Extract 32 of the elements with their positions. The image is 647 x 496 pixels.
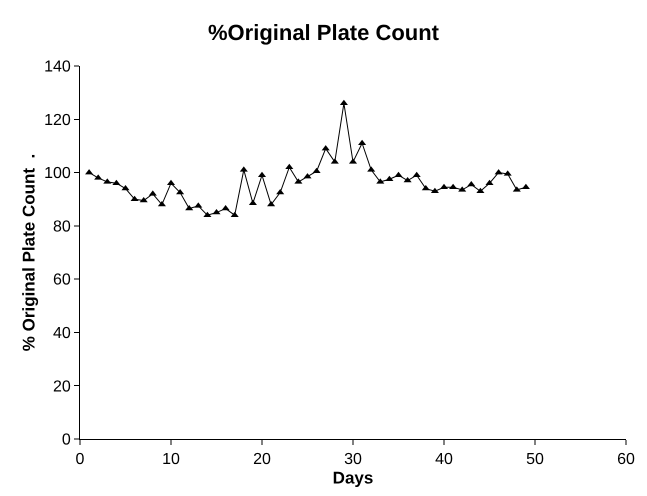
x-tick-label: 40 xyxy=(435,451,453,468)
x-tick-label: 20 xyxy=(253,451,271,468)
x-tick-label: 10 xyxy=(162,451,180,468)
point xyxy=(340,100,348,106)
y-tick-label: 80 xyxy=(53,218,71,236)
point xyxy=(294,178,302,184)
y-tick-label: 120 xyxy=(44,112,71,129)
y-tick-label: 20 xyxy=(53,378,71,396)
point xyxy=(148,190,157,196)
chart-title: %Original Plate Count xyxy=(208,20,440,46)
point xyxy=(194,202,202,208)
y-tick-label: 0 xyxy=(62,432,71,449)
point xyxy=(358,140,366,146)
x-tick-label: 50 xyxy=(526,451,544,468)
point xyxy=(458,186,466,192)
y-tick-label: 60 xyxy=(53,272,71,289)
y-axis-title: % Original Plate Count . xyxy=(20,154,39,352)
point xyxy=(504,170,512,176)
x-tick-label: 0 xyxy=(76,451,85,468)
point xyxy=(512,186,521,192)
point xyxy=(94,174,102,180)
point xyxy=(103,178,112,184)
y-tick-label: 40 xyxy=(53,325,71,342)
x-tick-label: 30 xyxy=(344,451,362,468)
point xyxy=(240,166,248,172)
y-tick-label: 140 xyxy=(44,58,71,76)
point xyxy=(376,178,384,184)
point xyxy=(330,158,339,164)
x-axis-title: Days xyxy=(332,468,374,488)
y-tick-label: 100 xyxy=(44,165,71,182)
point xyxy=(367,166,376,172)
x-tick-label: 60 xyxy=(617,451,635,468)
